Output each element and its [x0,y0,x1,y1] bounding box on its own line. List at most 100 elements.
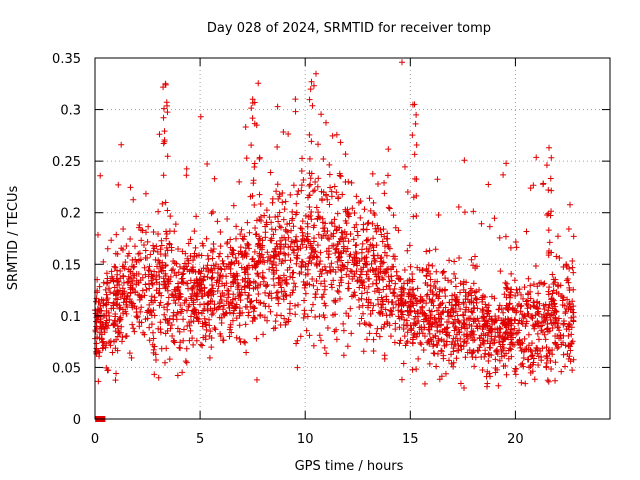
data-point [219,289,226,296]
data-point [356,284,363,291]
data-point [117,329,124,336]
data-point [446,299,453,306]
data-point [360,221,367,228]
data-point [391,253,398,260]
data-point [513,309,520,316]
data-point [288,227,295,234]
data-point [309,276,316,283]
data-point [212,326,219,333]
data-point [346,273,353,280]
data-point [413,333,420,340]
data-point [204,262,211,269]
data-point [260,331,267,338]
data-point [116,302,123,309]
data-point [338,274,345,281]
data-point [410,331,417,338]
data-point [183,297,190,304]
data-point [300,314,307,321]
data-point [112,250,119,257]
data-point [255,257,262,264]
data-point [312,294,319,301]
data-point [156,131,163,138]
data-point [264,249,271,256]
data-point [512,371,519,378]
data-point [176,328,183,335]
data-point [218,319,225,326]
data-point [504,306,511,313]
data-point [160,140,167,147]
data-point [529,352,536,359]
data-point [139,227,146,234]
data-point [186,301,193,308]
data-point [328,284,335,291]
data-point [492,369,499,376]
data-point [251,163,258,170]
data-point [551,320,558,327]
data-point [236,312,243,319]
data-point [308,216,315,223]
data-point [224,216,231,223]
data-point [97,172,104,179]
data-point [304,233,311,240]
data-point [314,183,321,190]
data-point [371,257,378,264]
data-point [283,276,290,283]
data-point [546,347,553,354]
data-point [372,225,379,232]
data-point [386,205,393,212]
data-point [179,369,186,376]
data-point [196,301,203,308]
data-point [498,317,505,324]
data-point [208,275,215,282]
data-point [435,212,442,219]
data-point [190,341,197,348]
data-point [331,328,338,335]
data-point [385,204,392,211]
data-point [135,270,142,277]
data-point [146,337,153,344]
data-point [133,258,140,265]
data-point [150,329,157,336]
data-point [370,347,377,354]
y-tick-label: 0.3 [60,104,81,119]
data-point [506,318,513,325]
data-point [287,257,294,264]
data-point [112,291,119,298]
data-point [117,267,124,274]
data-point [410,322,417,329]
data-point [145,273,152,280]
data-point [297,245,304,252]
data-point [298,238,305,245]
data-point [218,266,225,273]
data-point [544,377,551,384]
data-point [169,333,176,340]
data-point [203,326,210,333]
data-point [463,279,470,286]
data-point [332,246,339,253]
data-point [457,305,464,312]
data-point [410,213,417,220]
data-point [211,324,218,331]
data-point [223,273,230,280]
data-point [230,202,237,209]
data-point [341,265,348,272]
data-point [458,324,465,331]
data-point [405,291,412,298]
data-point [312,179,319,186]
data-point [172,300,179,307]
data-point [385,265,392,272]
data-point [396,315,403,322]
data-point [164,207,171,214]
data-point [480,337,487,344]
data-point [405,312,412,319]
data-point [426,307,433,314]
data-point [254,270,261,277]
data-point [153,356,160,363]
data-point [189,286,196,293]
data-point [473,296,480,303]
data-point [445,357,452,364]
data-point [383,269,390,276]
data-point [308,307,315,314]
data-point [294,337,301,344]
data-point [149,275,156,282]
